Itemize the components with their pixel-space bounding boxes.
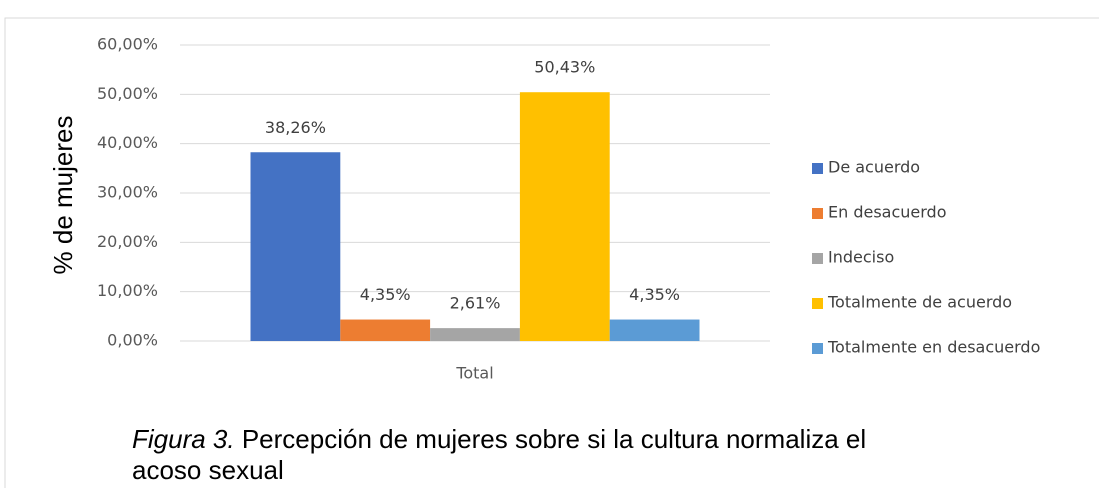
caption-text: Percepción de mujeres sobre si la cultur… xyxy=(132,424,867,485)
y-tick-label: 10,00% xyxy=(97,281,158,300)
legend-swatch xyxy=(812,343,823,354)
y-tick-label: 50,00% xyxy=(97,84,158,103)
data-label: 50,43% xyxy=(534,58,595,77)
bar xyxy=(430,328,520,341)
data-label: 4,35% xyxy=(360,285,411,304)
legend-label: Totalmente en desacuerdo xyxy=(827,338,1040,357)
y-tick-label: 0,00% xyxy=(107,331,158,350)
bar xyxy=(519,92,610,341)
y-tick-label: 60,00% xyxy=(97,35,158,54)
y-tick-label: 40,00% xyxy=(97,133,158,152)
legend-label: En desacuerdo xyxy=(828,203,947,222)
legend-label: Indeciso xyxy=(828,248,894,267)
x-tick-label: Total xyxy=(455,364,493,383)
caption-label: Figura 3. xyxy=(132,424,235,454)
chart-border xyxy=(4,17,1099,488)
y-tick-label: 30,00% xyxy=(97,183,158,202)
caption: Figura 3. Percepción de mujeres sobre si… xyxy=(132,424,872,486)
bar xyxy=(250,152,341,341)
y-axis-label: % de mujeres xyxy=(48,116,78,275)
legend-swatch xyxy=(812,208,823,219)
bar xyxy=(340,319,431,341)
data-label: 38,26% xyxy=(265,118,326,137)
data-label: 2,61% xyxy=(450,294,501,313)
bar xyxy=(609,319,700,341)
legend-swatch xyxy=(812,163,823,174)
legend-label: Totalmente de acuerdo xyxy=(827,293,1012,312)
legend-swatch xyxy=(812,298,823,309)
y-tick-label: 20,00% xyxy=(97,232,158,251)
data-label: 4,35% xyxy=(629,285,680,304)
legend-swatch xyxy=(812,253,823,264)
legend-label: De acuerdo xyxy=(828,158,920,177)
